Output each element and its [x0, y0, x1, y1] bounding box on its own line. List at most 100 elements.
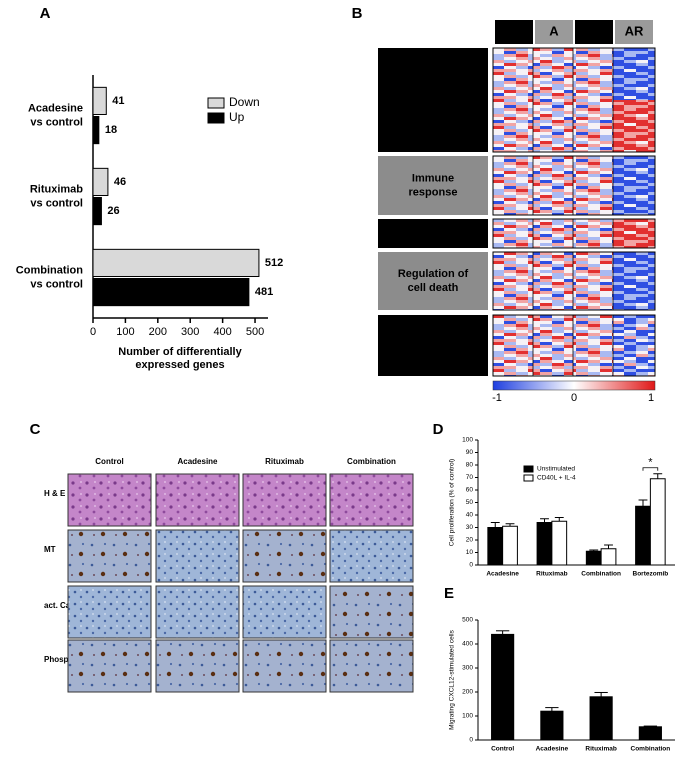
x-axis-label: Number of differentially expressed genes: [118, 346, 242, 371]
significance-bracket: [642, 467, 659, 471]
heatmap-frame: [492, 251, 656, 311]
group-label-box: [378, 219, 488, 248]
y-tick-label: vs control: [30, 278, 83, 290]
bar: [92, 248, 260, 277]
heatmap-block: [613, 100, 655, 152]
x-tick-label: 200: [149, 326, 167, 338]
micrograph: [329, 585, 414, 639]
y-tick-label: 80: [466, 462, 474, 469]
panel-letter: A: [40, 5, 51, 22]
column-label: Control: [95, 457, 123, 466]
heatmap-frame: [492, 47, 656, 153]
heatmap-block: [493, 48, 535, 152]
bar: [638, 726, 662, 741]
x-tick-label: 400: [213, 326, 231, 338]
micrograph: [67, 639, 152, 693]
heatmap-block: [613, 156, 655, 215]
bar: [551, 520, 568, 566]
micrograph: [329, 473, 414, 527]
row-label: H & E: [44, 489, 66, 498]
row-label: MT: [44, 545, 56, 554]
heatmap-block: [493, 252, 535, 310]
group-label: Immune: [412, 172, 454, 184]
micrograph: [155, 529, 240, 583]
x-tick-label: Control: [491, 746, 514, 753]
heatmap-block: [533, 252, 575, 310]
panel-letter: C: [30, 421, 41, 438]
micrograph: [67, 473, 152, 527]
micrograph: [242, 585, 327, 639]
heatmap-block: [533, 219, 575, 248]
group-label-box: [378, 252, 488, 310]
micrograph: [67, 585, 152, 639]
y-tick-label: vs control: [30, 116, 83, 128]
micrograph: [242, 639, 327, 693]
y-tick-label: 300: [462, 665, 473, 672]
x-tick-label: 100: [116, 326, 134, 338]
y-tick-label: 20: [466, 537, 474, 544]
bar: [635, 505, 651, 566]
micrograph: [329, 529, 414, 583]
column-header-box: [615, 20, 653, 44]
bar: [585, 550, 602, 566]
y-tick-label: Rituximab: [30, 183, 83, 195]
column-header: A: [549, 23, 559, 38]
legend-swatch: [523, 474, 534, 482]
value-label: 46: [114, 176, 126, 188]
heatmap-block: [573, 219, 615, 248]
legend-swatch: [523, 465, 534, 473]
micrograph: [155, 473, 240, 527]
bar: [92, 167, 109, 196]
panel-letter: E: [444, 585, 454, 602]
bar: [649, 478, 666, 566]
column-header: R: [589, 23, 599, 38]
panel-letter: D: [433, 421, 444, 438]
value-label: 18: [105, 124, 117, 136]
group-label: cell profleration: [392, 346, 475, 358]
group-label: binding: [413, 101, 453, 113]
y-axis-label: Cell proliferation (% of control): [449, 459, 456, 546]
value-label: 512: [265, 257, 283, 269]
bar: [92, 116, 100, 145]
x-tick-label: 300: [181, 326, 199, 338]
colorbar-tick-label: 0: [571, 392, 577, 404]
heatmap-frame: [492, 218, 656, 249]
heatmap-block: [573, 252, 615, 310]
y-tick-label: vs control: [30, 197, 83, 209]
column-header: C: [509, 23, 519, 38]
y-tick-label: Combination: [16, 264, 83, 276]
column-header-box: [575, 20, 613, 44]
panel-letter: B: [352, 5, 363, 22]
heatmap-frame: [492, 314, 656, 377]
column-header-box: [535, 20, 573, 44]
micrograph: [67, 529, 152, 583]
group-label: Metal: [419, 87, 447, 99]
bar: [589, 696, 613, 741]
value-label: 481: [255, 286, 273, 298]
x-tick-label: Acadesine: [486, 571, 519, 578]
micrograph: [329, 639, 414, 693]
x-tick-label: Combination: [631, 746, 671, 753]
bar: [491, 633, 515, 741]
y-tick-label: 60: [466, 487, 474, 494]
x-tick-label: 0: [90, 326, 96, 338]
group-label-box: [378, 48, 488, 152]
column-label: Rituximab: [265, 457, 304, 466]
bar: [92, 278, 250, 307]
heatmap-block: [613, 315, 655, 376]
group-label: Regulation of: [398, 332, 469, 344]
micrograph: [242, 473, 327, 527]
group-label: response: [409, 186, 458, 198]
x-tick-label: 500: [246, 326, 264, 338]
x-tick-label: Rituximab: [585, 746, 616, 753]
heatmap-block: [573, 315, 615, 376]
y-tick-label: 40: [466, 512, 474, 519]
bar: [540, 710, 564, 741]
colorbar-tick-label: 1: [648, 392, 654, 404]
heatmap-block: [493, 156, 535, 215]
group-label: Regulation of: [398, 268, 469, 280]
group-label: cell death: [408, 282, 459, 294]
y-tick-label: 100: [462, 713, 473, 720]
group-label: organization: [400, 234, 466, 246]
